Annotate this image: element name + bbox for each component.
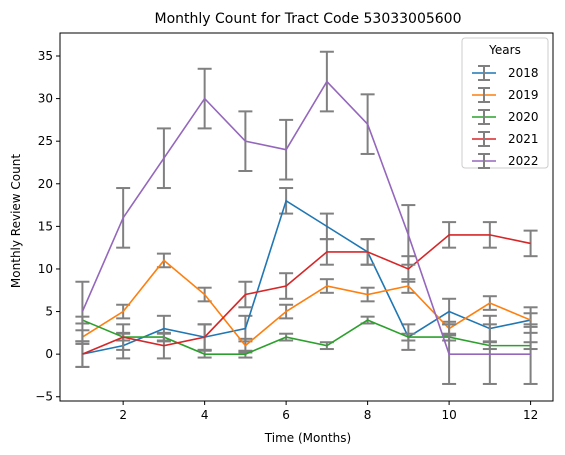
y-tick-label: 20 xyxy=(38,177,53,191)
y-tick-label: 35 xyxy=(38,49,53,63)
chart-title: Monthly Count for Tract Code 53033005600 xyxy=(155,11,462,27)
x-axis-label: Time (Months) xyxy=(264,431,351,445)
x-tick-label: 8 xyxy=(364,408,372,422)
series-line-2018 xyxy=(82,199,531,355)
y-tick-label: 10 xyxy=(38,262,53,276)
legend: Years 2018 2019 2020 2021 2022 xyxy=(461,37,549,169)
series-2021 xyxy=(75,221,538,368)
x-tick-label: 4 xyxy=(201,408,209,422)
legend-label: 2021 xyxy=(508,132,539,146)
x-tick-label: 12 xyxy=(523,408,538,422)
legend-title: Years xyxy=(488,43,521,57)
series-line-2020 xyxy=(82,319,531,355)
y-tick-label: 30 xyxy=(38,92,53,106)
series-2022 xyxy=(75,50,538,385)
x-tick-label: 6 xyxy=(282,408,290,422)
y-tick-label: 5 xyxy=(45,305,53,319)
y-tick-label: 0 xyxy=(45,347,53,361)
x-tick-label: 2 xyxy=(119,408,127,422)
legend-box xyxy=(461,37,549,169)
plot-area: 2 4 6 8 10 12 −5 0 5 10 15 20 25 30 35 xyxy=(35,32,554,422)
y-tick-label: 25 xyxy=(38,134,53,148)
legend-label: 2020 xyxy=(508,110,539,124)
legend-label: 2019 xyxy=(508,88,539,102)
legend-label: 2022 xyxy=(508,154,539,168)
series-line-2022 xyxy=(81,80,531,355)
y-tick-label: −5 xyxy=(35,390,53,404)
plot-frame xyxy=(59,32,554,402)
legend-label: 2018 xyxy=(508,66,539,80)
y-axis-label: Monthly Review Count xyxy=(9,154,23,288)
series-line-2021 xyxy=(82,234,531,355)
y-tick-label: 15 xyxy=(38,219,53,233)
x-tick-label: 10 xyxy=(441,408,456,422)
